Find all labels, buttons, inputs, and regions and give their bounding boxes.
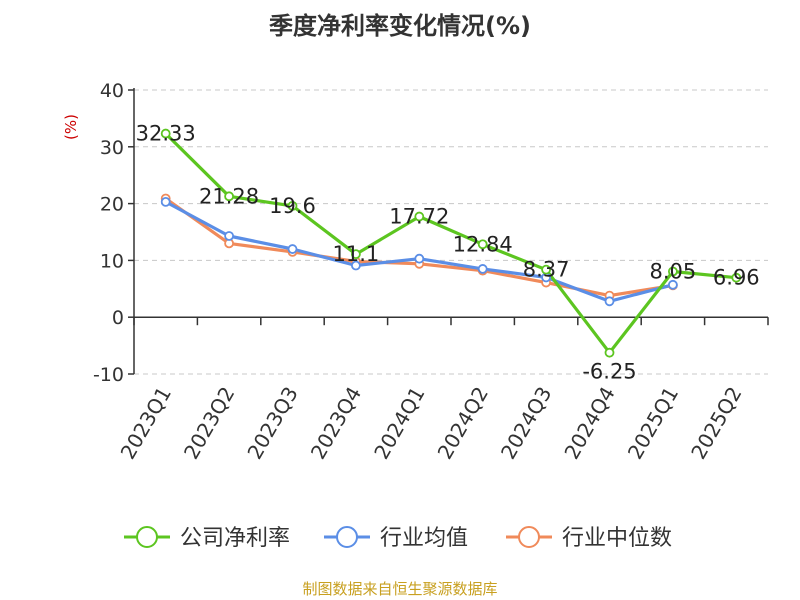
x-tick-label: 2023Q1 <box>116 383 176 464</box>
x-tick-label: 2023Q4 <box>306 383 366 464</box>
data-label: 11.1 <box>333 242 380 266</box>
data-point <box>668 266 678 277</box>
data-label: 8.05 <box>650 259 697 283</box>
data-point <box>604 347 615 358</box>
data-point <box>668 279 678 290</box>
data-point <box>160 196 171 207</box>
data-point <box>287 244 298 254</box>
legend-marker <box>336 526 358 548</box>
data-point <box>287 200 298 211</box>
y-tick-label: 30 <box>100 137 124 159</box>
data-point <box>604 296 615 307</box>
y-tick-label: 0 <box>112 307 124 329</box>
series-line <box>164 132 737 355</box>
data-point <box>414 211 425 222</box>
data-source-note: 制图数据来自恒生聚源数据库 <box>302 580 498 598</box>
legend-label: 行业中位数 <box>562 526 672 551</box>
data-point <box>541 264 551 275</box>
legend-marker <box>136 526 158 548</box>
x-tick-label: 2025Q2 <box>686 383 746 464</box>
data-point <box>224 191 235 202</box>
legend-label: 行业均值 <box>380 526 468 551</box>
data-point <box>160 128 171 139</box>
data-point <box>414 253 425 264</box>
x-tick-label: 2024Q2 <box>433 383 493 464</box>
data-label: 19.6 <box>269 194 316 218</box>
x-tick-label: 2024Q4 <box>559 383 619 464</box>
data-point <box>224 231 235 241</box>
legend-marker <box>518 526 540 548</box>
y-tick-label: -10 <box>93 364 124 386</box>
data-point <box>350 260 361 271</box>
data-label: 12.84 <box>453 232 513 256</box>
y-axis-label: (%) <box>62 114 80 140</box>
legend-label: 公司净利率 <box>180 526 290 551</box>
x-tick-label: 2023Q2 <box>179 383 239 464</box>
x-tick-label: 2023Q3 <box>242 383 302 464</box>
x-tick-label: 2024Q3 <box>496 383 556 464</box>
data-label: 8.37 <box>523 258 570 282</box>
data-label: 32.33 <box>136 122 196 146</box>
data-label: -6.25 <box>582 360 636 384</box>
data-point <box>477 239 488 250</box>
data-label: 17.72 <box>389 205 449 229</box>
chart-title: 季度净利率变化情况(%) <box>269 12 531 40</box>
data-point <box>350 249 361 260</box>
data-point <box>731 272 742 283</box>
data-point <box>477 264 488 274</box>
y-tick-label: 40 <box>100 80 124 102</box>
x-tick-label: 2025Q1 <box>623 383 683 464</box>
data-label: 6.96 <box>713 266 760 290</box>
y-tick-label: 10 <box>100 250 124 272</box>
data-label: 21.28 <box>199 184 259 208</box>
x-tick-label: 2024Q1 <box>369 383 429 464</box>
y-tick-label: 20 <box>100 194 124 216</box>
